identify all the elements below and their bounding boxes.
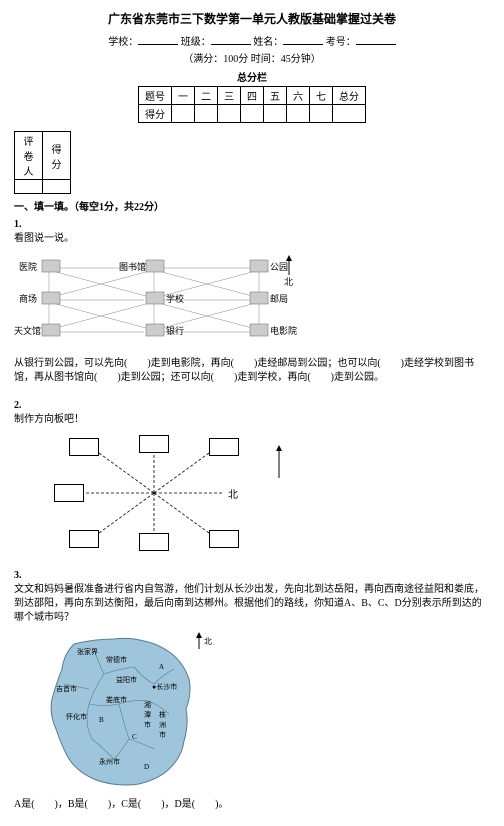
q1-diagram: 北 医院 图书馆 公园 商场 学校 邮局 天文馆 银行 电影院: [14, 250, 490, 353]
svg-text:娄底市: 娄底市: [106, 695, 127, 704]
q3-answer-line: A是( )，B是( )，C是( )，D是( )。: [14, 798, 490, 812]
score-cell[interactable]: [195, 105, 218, 123]
score-cell[interactable]: [287, 105, 310, 123]
svg-text:A: A: [159, 663, 164, 671]
svg-text:洲: 洲: [159, 721, 166, 729]
class-label: 班级：: [181, 37, 211, 48]
name-blank[interactable]: [283, 33, 323, 45]
q1-text: 从银行到公园，可以先向( )走到电影院，再向( )走经邮局到公园；也可以向( )…: [14, 357, 490, 385]
score-time-info: （满分：100分 时间：45分钟）: [14, 50, 490, 65]
grader-cell[interactable]: [43, 180, 71, 194]
direction-box-se[interactable]: [209, 530, 239, 548]
svg-text:市: 市: [159, 730, 166, 739]
score-section-title: 总分栏: [14, 69, 490, 84]
exam-title: 广东省东莞市三下数学第一单元人教版基础掌握过关卷: [14, 10, 490, 27]
q3-number: 3.: [14, 570, 490, 581]
score-table: 题号 一 二 三 四 五 六 七 总分 得分: [138, 86, 366, 123]
q3-text: 文文和妈妈暑假准备进行省内自驾游，他们计划从长沙出发，先向北到达岳阳，再向西南途…: [14, 583, 490, 625]
place-observatory: 天文馆: [14, 325, 41, 336]
score-cell[interactable]: [333, 105, 366, 123]
school-label: 学校：: [108, 37, 138, 48]
score-cell[interactable]: [218, 105, 241, 123]
svg-text:北: 北: [204, 637, 212, 646]
q3-map: 北 张家界 常德市 A 益阳市 吉首市 ●长沙市 娄底市 湘 潭 市 株 洲 市…: [44, 629, 219, 794]
q2-number: 2.: [14, 400, 490, 411]
svg-text:●长沙市: ●长沙市: [152, 682, 177, 691]
svg-text:湘: 湘: [144, 700, 151, 709]
grader-label: 评卷人: [15, 132, 43, 180]
table-row: [15, 180, 71, 194]
header-cell: 六: [287, 87, 310, 105]
class-blank[interactable]: [211, 33, 251, 45]
table-row: 评卷人 得分: [15, 132, 71, 180]
place-post: 邮局: [270, 293, 288, 304]
header-cell: 题号: [139, 87, 172, 105]
score-cell[interactable]: [172, 105, 195, 123]
svg-text:永州市: 永州市: [99, 757, 120, 766]
direction-box-n[interactable]: [139, 435, 169, 453]
score-row-label: 得分: [139, 105, 172, 123]
school-blank[interactable]: [138, 33, 178, 45]
svg-text:D: D: [144, 763, 149, 771]
place-bank: 银行: [166, 325, 184, 336]
svg-text:市: 市: [144, 720, 151, 729]
score-cell[interactable]: [241, 105, 264, 123]
direction-box-nw[interactable]: [69, 438, 99, 456]
place-library: 图书馆: [119, 261, 146, 272]
header-cell: 二: [195, 87, 218, 105]
svg-text:潭: 潭: [144, 710, 151, 719]
svg-text:北: 北: [284, 277, 293, 287]
q2-compass-diagram: 北: [54, 433, 254, 553]
svg-text:株: 株: [159, 710, 166, 719]
svg-text:益阳市: 益阳市: [116, 675, 137, 684]
north-label: 北: [228, 486, 238, 501]
name-label: 姓名：: [253, 37, 283, 48]
q1-intro: 看图说一说。: [14, 232, 490, 246]
header-cell: 七: [310, 87, 333, 105]
header-cell: 一: [172, 87, 195, 105]
place-mall: 商场: [19, 293, 37, 304]
grader-score-label: 得分: [43, 132, 71, 180]
direction-box-w[interactable]: [54, 484, 84, 502]
examno-blank[interactable]: [356, 33, 396, 45]
grader-table: 评卷人 得分: [14, 131, 71, 194]
place-school: 学校: [166, 293, 184, 304]
header-cell: 三: [218, 87, 241, 105]
place-hospital: 医院: [19, 261, 37, 272]
place-cinema: 电影院: [270, 325, 297, 336]
header-cell: 总分: [333, 87, 366, 105]
direction-box-ne[interactable]: [209, 438, 239, 456]
header-cell: 五: [264, 87, 287, 105]
score-cell[interactable]: [310, 105, 333, 123]
header-cell: 四: [241, 87, 264, 105]
svg-text:吉首市: 吉首市: [56, 684, 77, 693]
examno-label: 考号：: [326, 37, 356, 48]
student-info: 学校： 班级： 姓名： 考号：: [14, 33, 490, 48]
svg-text:C: C: [132, 733, 137, 741]
svg-text:张家界: 张家界: [77, 647, 98, 656]
direction-box-s[interactable]: [139, 533, 169, 551]
table-row: 得分: [139, 105, 366, 123]
q2-intro: 制作方向板吧！: [14, 413, 490, 427]
place-park: 公园: [270, 262, 288, 272]
direction-box-sw[interactable]: [69, 530, 99, 548]
section-1-title: 一、填一填。（每空1分，共22分）: [14, 198, 490, 213]
q1-number: 1.: [14, 219, 490, 230]
table-row: 题号 一 二 三 四 五 六 七 总分: [139, 87, 366, 105]
svg-text:B: B: [99, 716, 104, 724]
svg-text:常德市: 常德市: [106, 655, 127, 664]
grader-cell[interactable]: [15, 180, 43, 194]
svg-text:怀化市: 怀化市: [66, 712, 87, 721]
score-cell[interactable]: [264, 105, 287, 123]
